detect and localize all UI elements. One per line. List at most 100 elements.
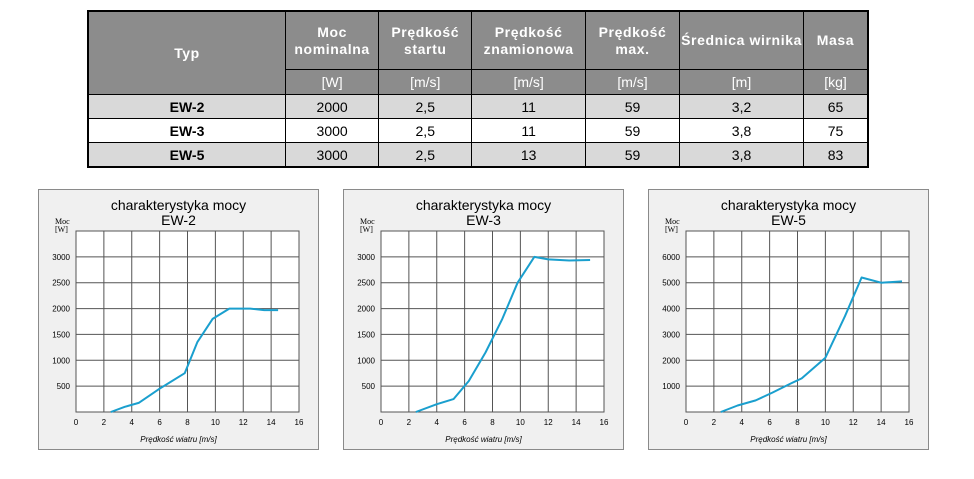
y-tick-label: 1500	[357, 330, 375, 339]
chart-title: charakterystyka mocy	[110, 197, 247, 213]
y-tick-label: 3000	[52, 253, 70, 262]
x-tick-label: 4	[130, 418, 135, 427]
row-name: EW-5	[87, 142, 287, 168]
x-tick-label: 2	[102, 418, 107, 427]
y-tick-label: 5000	[662, 279, 680, 288]
y-tick-label: 3000	[662, 330, 680, 339]
x-axis-label: Prędkość wiatru [m/s]	[140, 435, 217, 444]
chart-plot: 0 2 4 6 8 10 12 14 16 500 1000 1500 2000 2500 3000	[357, 230, 609, 427]
table-cell: 2,5	[378, 118, 473, 143]
header-moc: Moc nominalna	[285, 10, 380, 70]
chart-subtitle: EW-5	[771, 212, 806, 228]
table-cell: 83	[802, 142, 869, 168]
table-cell: 3,8	[679, 142, 804, 168]
table-cell: 59	[584, 142, 681, 168]
table-cell: 11	[471, 118, 586, 143]
table-cell: 13	[471, 142, 586, 168]
table-row: EW-3 3000 2,5 11 59 3,8 75	[87, 118, 869, 143]
x-tick-label: 10	[516, 418, 525, 427]
y-axis-unit: [W]	[665, 225, 678, 234]
table-cell: 3000	[285, 142, 380, 168]
table-cell: 2,5	[378, 142, 473, 168]
x-tick-label: 4	[435, 418, 440, 427]
x-tick-label: 16	[905, 418, 914, 427]
x-tick-label: 2	[407, 418, 412, 427]
spec-table: Typ Moc nominalna Prędkość startu Prędkość…	[87, 10, 869, 168]
header-predkosc-max: Prędkość max.	[584, 10, 681, 70]
y-tick-label: 1000	[52, 356, 70, 365]
y-axis-label: Moc	[665, 217, 680, 226]
header-predkosc-startu: Prędkość startu	[378, 10, 473, 70]
x-tick-label: 6	[157, 418, 162, 427]
x-tick-label: 8	[185, 418, 190, 427]
x-tick-label: 6	[462, 418, 467, 427]
y-axis-unit: [W]	[360, 225, 373, 234]
x-tick-label: 0	[379, 418, 384, 427]
chart-ew3: charakterystyka mocy EW-3 Moc [W] 0 2 4 6 8 1…	[343, 189, 624, 450]
y-axis-unit: [W]	[55, 225, 68, 234]
series-line	[110, 307, 279, 413]
y-tick-label: 2000	[52, 305, 70, 314]
y-tick-label: 500	[362, 382, 376, 391]
y-tick-label: 2500	[357, 279, 375, 288]
table-cell: 3000	[285, 118, 380, 143]
y-tick-label: 1000	[357, 356, 375, 365]
row-name: EW-3	[87, 118, 287, 143]
x-tick-label: 10	[821, 418, 830, 427]
chart-plot: 0 2 4 6 8 10 12 14 16 500 1000 1500 2000 2500 3000	[52, 230, 304, 427]
x-tick-label: 0	[684, 418, 689, 427]
unit-predkosc-startu: [m/s]	[378, 69, 473, 95]
header-masa: Masa	[802, 10, 869, 70]
y-tick-label: 2000	[662, 356, 680, 365]
x-tick-label: 2	[712, 418, 717, 427]
x-axis-label: Prędkość wiatru [m/s]	[445, 435, 522, 444]
x-tick-label: 12	[239, 418, 248, 427]
y-tick-label: 2000	[357, 305, 375, 314]
table-cell: 3,2	[679, 94, 804, 119]
unit-predkosc-znamionowa: [m/s]	[471, 69, 586, 95]
x-tick-label: 6	[767, 418, 772, 427]
x-axis-label: Prędkość wiatru [m/s]	[750, 435, 827, 444]
row-name: EW-2	[87, 94, 287, 119]
x-tick-label: 14	[267, 418, 276, 427]
y-tick-label: 6000	[662, 253, 680, 262]
y-tick-label: 500	[57, 382, 71, 391]
x-tick-label: 8	[795, 418, 800, 427]
chart-ew2: charakterystyka mocy EW-2 Moc [W] 0 2 4 6 8 1…	[38, 189, 319, 450]
table-cell: 2,5	[378, 94, 473, 119]
x-tick-label: 16	[295, 418, 304, 427]
x-tick-label: 14	[877, 418, 886, 427]
y-tick-label: 1500	[52, 330, 70, 339]
series-line	[415, 255, 591, 413]
unit-predkosc-max: [m/s]	[584, 69, 681, 95]
table-cell: 59	[584, 118, 681, 143]
x-tick-label: 12	[544, 418, 553, 427]
table-row: EW-2 2000 2,5 11 59 3,2 65	[87, 94, 869, 119]
x-tick-label: 16	[600, 418, 609, 427]
chart-plot: 0 2 4 6 8 10 12 14 16 1000 2000 3000 4000 5000 6000	[662, 230, 914, 427]
table-cell: 11	[471, 94, 586, 119]
header-typ: Typ	[87, 10, 287, 95]
table-cell: 75	[802, 118, 869, 143]
y-tick-label: 2500	[52, 279, 70, 288]
table-cell: 65	[802, 94, 869, 119]
x-tick-label: 4	[740, 418, 745, 427]
series-line	[720, 276, 903, 413]
table-cell: 2000	[285, 94, 380, 119]
unit-moc: [W]	[285, 69, 380, 95]
y-axis-label: Moc	[360, 217, 375, 226]
y-tick-label: 4000	[662, 305, 680, 314]
chart-ew5: charakterystyka mocy EW-5 Moc [W] 0 2 4 6 8 1…	[648, 189, 929, 450]
table-cell: 3,8	[679, 118, 804, 143]
table-row: EW-5 3000 2,5 13 59 3,8 83	[87, 142, 869, 168]
header-srednica: Średnica wirnika	[679, 10, 804, 70]
unit-masa: [kg]	[802, 69, 869, 95]
y-tick-label: 3000	[357, 253, 375, 262]
x-tick-label: 10	[211, 418, 220, 427]
chart-title: charakterystyka mocy	[720, 197, 857, 213]
x-tick-label: 14	[572, 418, 581, 427]
chart-subtitle: EW-3	[466, 212, 501, 228]
table-cell: 59	[584, 94, 681, 119]
header-predkosc-znamionowa: Prędkość znamionowa	[471, 10, 586, 70]
unit-srednica: [m]	[679, 69, 804, 95]
